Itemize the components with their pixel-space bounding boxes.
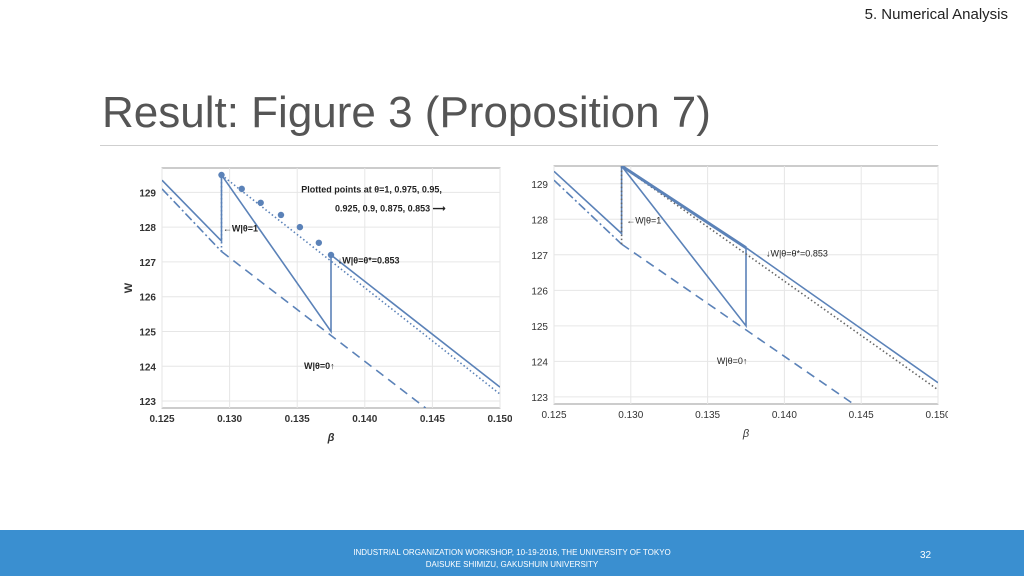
annotation-label: Plotted points at θ=1, 0.975, 0.95, [301, 184, 442, 194]
footer-author: DAISUKE SHIMIZU, GAKUSHUIN UNIVERSITY [425, 560, 599, 569]
y-tick-label: 127 [531, 251, 548, 262]
page-title: Result: Figure 3 (Proposition 7) [102, 88, 711, 137]
data-point [277, 211, 285, 219]
y-tick-label: 127 [139, 258, 156, 269]
x-tick-label: 0.145 [849, 410, 874, 421]
x-tick-label: 0.140 [772, 410, 797, 421]
y-tick-label: 128 [139, 223, 156, 234]
data-point [296, 223, 304, 231]
series-line-dash-dot [554, 179, 623, 245]
x-tick-label: 0.125 [541, 410, 566, 421]
x-axis-label: β [327, 432, 335, 444]
series-line-dotted [621, 166, 938, 391]
figure-right-chart: 0.125 0.130 0.135 0.140 0.145 0.150 123 124 125 1… [524, 165, 948, 440]
section-label: 5. Numerical Analysis [864, 6, 1008, 23]
y-tick-label: 126 [531, 286, 548, 297]
x-tick-label: 0.135 [695, 410, 720, 421]
x-tick-label: 0.150 [487, 414, 512, 425]
data-point [315, 239, 323, 246]
y-tick-label: 124 [139, 362, 156, 373]
x-axis-label: β [742, 428, 750, 440]
y-tick-label: 129 [139, 188, 156, 199]
x-tick-label: 0.145 [420, 414, 445, 425]
x-tick-label: 0.150 [925, 410, 948, 421]
y-tick-label: 125 [531, 322, 548, 333]
figure-left-chart: 0.125 0.130 0.135 0.140 0.145 0.150 123 124 125 1… [123, 167, 512, 444]
footer-bar: INDUSTRIAL ORGANIZATION WORKSHOP, 10-19-… [0, 530, 1024, 576]
annotation-label: ←W|θ=1 [223, 223, 258, 233]
y-tick-label: 125 [139, 327, 156, 338]
y-axis-label: W [524, 279, 527, 290]
y-tick-label: 126 [139, 293, 156, 304]
page-number: 32 [920, 550, 932, 561]
annotation-label: W|θ=0↑ [304, 361, 335, 371]
y-tick-label: 128 [531, 215, 548, 226]
y-tick-label: 123 [531, 393, 548, 404]
title-divider [100, 145, 938, 146]
footer-workshop: INDUSTRIAL ORGANIZATION WORKSHOP, 10-19-… [353, 548, 671, 557]
plot-area [162, 171, 500, 408]
x-tick-label: 0.140 [352, 414, 377, 425]
series-line-dashed [621, 243, 854, 404]
data-point [257, 199, 264, 206]
data-point [218, 171, 225, 179]
series-line-dotted [220, 174, 500, 395]
annotation-label: W|θ=0↑ [717, 356, 748, 366]
x-tick-label: 0.130 [217, 414, 242, 425]
x-tick-label: 0.135 [285, 414, 310, 425]
annotation-label: 0.925, 0.9, 0.875, 0.853 ⟶ [335, 203, 446, 213]
series-line-dash-dot [162, 188, 223, 253]
y-tick-label: 124 [531, 357, 548, 368]
data-point [327, 251, 335, 259]
y-tick-label: 129 [531, 180, 548, 191]
annotation-label: ↓W|θ=θ*=0.853 [766, 249, 828, 259]
y-tick-label: 123 [139, 397, 156, 408]
x-tick-label: 0.130 [618, 410, 643, 421]
series-line-solid [162, 172, 500, 388]
data-point [238, 185, 245, 193]
series-line-thick-solid [620, 166, 747, 249]
y-axis-label: W [123, 282, 135, 293]
annotation-label: ←W|θ=1 [626, 216, 661, 226]
series-line-solid [554, 166, 938, 384]
series-line-dashed [221, 250, 427, 408]
plot-area [554, 166, 938, 404]
x-tick-label: 0.125 [149, 414, 174, 425]
annotation-label: ↓W|θ=θ*=0.853 [338, 256, 400, 266]
